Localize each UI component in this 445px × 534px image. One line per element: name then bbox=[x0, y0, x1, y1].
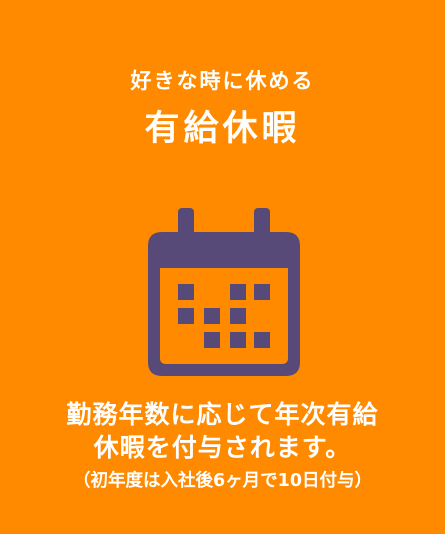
description-note: （初年度は入社後6ヶ月で10日付与） bbox=[72, 471, 373, 491]
description-line-1: 勤務年数に応じて年次有給 bbox=[66, 400, 379, 429]
subtitle: 好きな時に休める bbox=[130, 69, 315, 93]
calendar-icon bbox=[148, 208, 300, 376]
description-line-2: 休暇を付与されます。 bbox=[93, 433, 352, 462]
page-title: 有給休暇 bbox=[144, 109, 301, 149]
